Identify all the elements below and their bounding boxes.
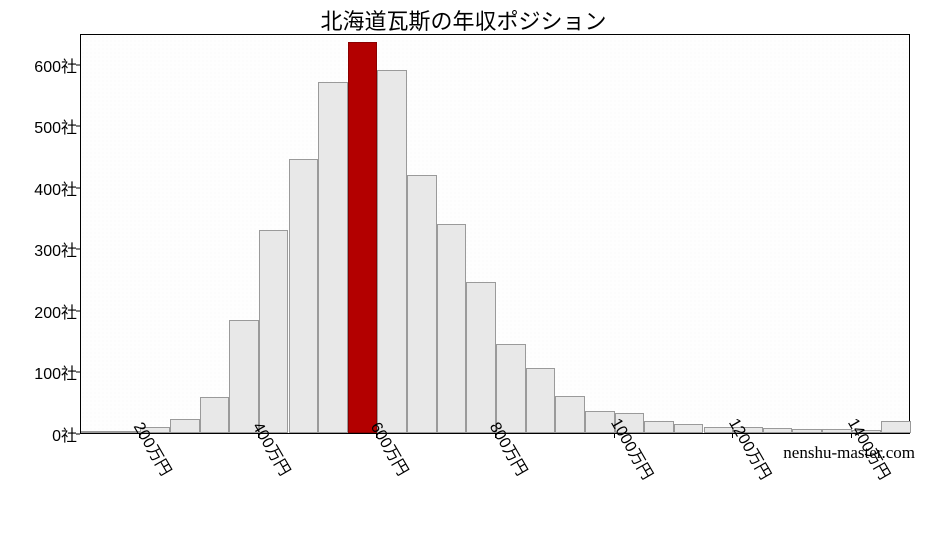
bar [200, 397, 230, 433]
y-tick-mark [76, 64, 80, 65]
plot-area [80, 34, 910, 434]
bar [555, 396, 585, 433]
y-tick-mark [76, 372, 80, 373]
bar [674, 424, 704, 433]
bar-highlight [348, 42, 378, 433]
bar [792, 429, 822, 433]
bar [644, 421, 674, 433]
bar [437, 224, 467, 433]
chart-title: 北海道瓦斯の年収ポジション [0, 4, 927, 36]
bar [170, 419, 200, 433]
y-tick-mark [76, 126, 80, 127]
bar [407, 175, 437, 433]
histogram-chart: 北海道瓦斯の年収ポジション 0社 100社 200社 300社 400社 500社 600社… [0, 0, 927, 557]
y-tick-label: 400社 [7, 176, 77, 200]
y-tick-label: 0社 [7, 422, 77, 446]
bar [466, 282, 496, 433]
y-tick-mark [76, 434, 80, 435]
bar [318, 82, 348, 433]
bar [259, 230, 289, 433]
bar [763, 428, 793, 433]
y-tick-label: 200社 [7, 299, 77, 323]
y-tick-mark [76, 187, 80, 188]
y-tick-label: 600社 [7, 53, 77, 77]
y-tick-label: 100社 [7, 360, 77, 384]
watermark: nenshu-master.com [783, 443, 915, 463]
bar [81, 431, 111, 433]
y-tick-label: 500社 [7, 114, 77, 138]
bar [229, 320, 259, 433]
bars-container [81, 35, 909, 433]
bar [377, 70, 407, 433]
bar [526, 368, 556, 433]
y-tick-label: 300社 [7, 237, 77, 261]
y-tick-mark [76, 249, 80, 250]
y-tick-mark [76, 310, 80, 311]
bar [289, 159, 319, 433]
bar [881, 421, 911, 433]
